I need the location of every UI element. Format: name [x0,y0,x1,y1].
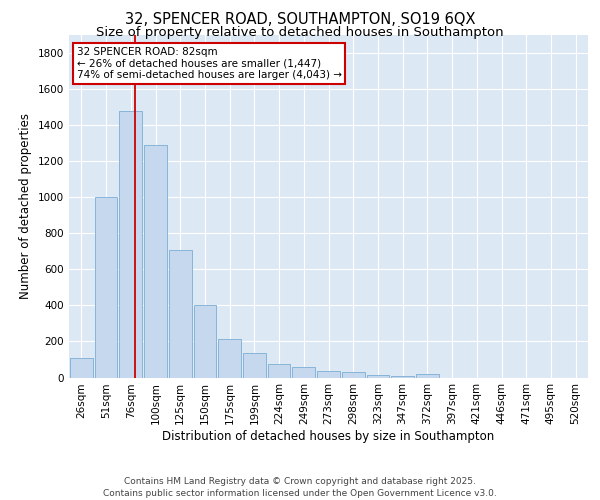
Bar [268,364,290,378]
Text: Size of property relative to detached houses in Southampton: Size of property relative to detached ho… [96,26,504,39]
Bar [70,358,93,378]
Bar [95,197,118,378]
Text: 32 SPENCER ROAD: 82sqm
← 26% of detached houses are smaller (1,447)
74% of semi-: 32 SPENCER ROAD: 82sqm ← 26% of detached… [77,47,342,80]
X-axis label: Distribution of detached houses by size in Southampton: Distribution of detached houses by size … [163,430,494,443]
Bar [342,372,365,378]
Bar [144,145,167,378]
Bar [391,376,414,378]
Y-axis label: Number of detached properties: Number of detached properties [19,114,32,299]
Bar [416,374,439,378]
Text: 32, SPENCER ROAD, SOUTHAMPTON, SO19 6QX: 32, SPENCER ROAD, SOUTHAMPTON, SO19 6QX [125,12,475,28]
Bar [169,250,191,378]
Bar [194,306,216,378]
Bar [119,110,142,378]
Bar [367,375,389,378]
Bar [292,366,315,378]
Text: Contains HM Land Registry data © Crown copyright and database right 2025.
Contai: Contains HM Land Registry data © Crown c… [103,476,497,498]
Bar [218,338,241,378]
Bar [317,371,340,378]
Bar [243,353,266,378]
